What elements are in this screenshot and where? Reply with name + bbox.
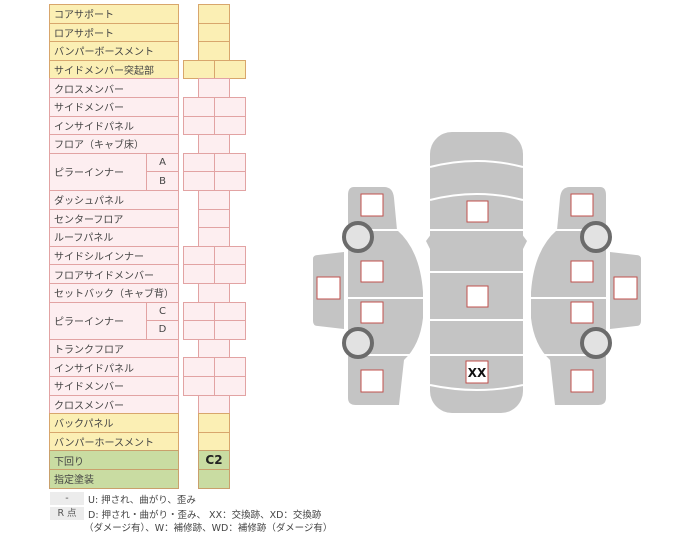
legend-text-1: U: 押され、曲がり、歪み — [88, 495, 196, 506]
value-cell-right[interactable] — [214, 115, 246, 136]
row-label: 指定塗装 — [49, 469, 179, 489]
rear-mark: XX — [468, 366, 487, 380]
check-box[interactable] — [316, 276, 341, 300]
check-box-rear[interactable] — [465, 360, 489, 384]
value-cell[interactable] — [198, 469, 230, 489]
check-box[interactable] — [360, 193, 384, 217]
car-right-side — [528, 185, 643, 407]
value-cell-right[interactable] — [214, 59, 246, 80]
check-box[interactable] — [466, 285, 489, 308]
row-label: ピラーインナー — [49, 152, 147, 191]
legend-key-dash: - — [50, 492, 84, 505]
row-label: ピラーインナー — [49, 301, 147, 340]
value-cell-right[interactable] — [214, 376, 246, 396]
legend-text-3: （ダメージ有）、W：補修跡、WD：補修跡（ダメージ有） — [84, 523, 333, 534]
value-cell-right[interactable] — [214, 171, 246, 191]
check-box[interactable] — [466, 200, 489, 223]
rear-wheel-icon — [342, 327, 374, 359]
legend-text-2: D: 押され・曲がり・歪み、 XX：交換跡、XD：交換跡 — [88, 510, 322, 521]
check-box[interactable] — [360, 369, 384, 393]
check-box[interactable] — [360, 301, 384, 324]
left-body-panel — [348, 187, 423, 405]
car-left-side — [313, 187, 424, 405]
front-wheel-icon — [342, 221, 374, 253]
check-box[interactable] — [360, 260, 384, 283]
value-cell[interactable]: C2 — [198, 450, 230, 470]
car-top-view: XX — [426, 132, 527, 413]
value-cell-right[interactable] — [214, 320, 246, 340]
value-cell-right[interactable] — [214, 264, 246, 284]
legend-key-r: R 点 — [50, 507, 84, 520]
